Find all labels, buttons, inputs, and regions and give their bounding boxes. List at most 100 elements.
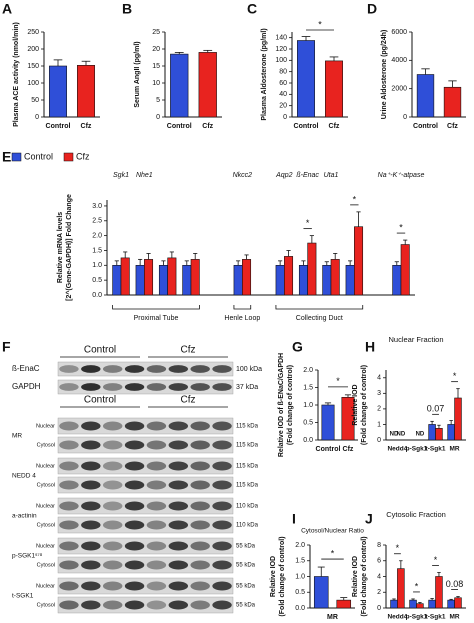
y-tick-label: 0 <box>283 114 287 121</box>
y-tick-label: 4000 <box>391 57 407 64</box>
y-axis-label: Plasma Aldosterone (pg/ml) <box>261 28 268 120</box>
y-tick-label: 0 <box>377 437 381 444</box>
panel-letter: H <box>365 339 375 355</box>
blot-band <box>146 560 167 570</box>
bar <box>336 599 352 609</box>
legend-swatch <box>11 152 22 162</box>
y-tick-label: 2.5 <box>92 218 102 225</box>
y-tick-label: 4 <box>377 573 381 580</box>
bar <box>435 428 443 441</box>
blot-band <box>59 541 79 551</box>
y-tick-label: 0 <box>403 114 407 121</box>
blot-band <box>190 365 210 373</box>
blot-band <box>212 365 232 373</box>
blot-band <box>190 480 210 490</box>
blot-band <box>81 541 101 551</box>
blot-band <box>168 421 189 431</box>
significance-label: * <box>415 581 419 591</box>
blot-band <box>190 501 210 511</box>
y-axis-label: [2^(Gene-GAPDH)] Fold Change <box>65 194 73 301</box>
blot-band <box>146 520 167 530</box>
y-tick-label: 100 <box>275 57 287 64</box>
panel-letter: I <box>292 511 296 527</box>
kda-label: 100 kDa <box>236 366 262 373</box>
bar <box>392 265 402 296</box>
bar <box>190 259 200 296</box>
blot-band <box>146 383 167 391</box>
region-label: Collecting Duct <box>296 315 343 322</box>
panel-letter: D <box>367 1 377 17</box>
bar <box>325 60 343 118</box>
y-tick-label: 2 <box>377 406 381 413</box>
blot-band <box>212 541 232 551</box>
y-tick-label: 1.5 <box>303 384 313 391</box>
bar <box>447 599 455 609</box>
y-tick-label: 150 <box>27 63 39 70</box>
y-axis-label: Relative IOD <box>352 556 359 597</box>
x-tick-label: MR <box>450 614 460 621</box>
bar <box>428 599 436 609</box>
y-axis-label: Urine Aldosterone (pg/24h) <box>381 30 388 120</box>
blot-strip <box>57 361 234 377</box>
y-axis-label: Relative IOD <box>270 556 277 597</box>
x-tick-label: Cfz <box>343 446 354 453</box>
bar <box>275 265 285 296</box>
category-label: ß-Enac <box>296 172 319 179</box>
significance-label: * <box>396 543 400 553</box>
blot-label: ß-EnaC <box>12 364 40 373</box>
blot-band <box>102 365 123 373</box>
y-tick-label: 0.5 <box>92 277 102 284</box>
region-label: Proximal Tube <box>134 315 179 322</box>
blot-band <box>59 520 79 530</box>
blot-strip <box>57 457 234 475</box>
blot-band <box>124 383 145 391</box>
blot-band <box>190 520 210 530</box>
fraction-label: Cytosol <box>37 482 55 488</box>
x-tick-label: t-Sgk1 <box>426 614 446 621</box>
kda-label: 115 kDa <box>236 483 259 489</box>
significance-label: * <box>336 376 340 386</box>
blot-band <box>146 421 167 431</box>
kda-label: 110 kDa <box>236 523 259 529</box>
panel-letter: A <box>2 1 12 17</box>
protein-label: NEDD 4 <box>12 473 36 480</box>
x-tick-label: Control <box>413 123 438 130</box>
blot-group-label: Control <box>84 395 116 406</box>
blot-band <box>124 520 145 530</box>
chart-title: Nuclear Fraction <box>388 335 443 344</box>
value-label: ND <box>416 432 425 438</box>
y-tick-label: 0 <box>156 114 160 121</box>
fraction-label: Nuclear <box>36 463 55 469</box>
bar <box>454 397 462 441</box>
bar <box>416 74 435 118</box>
bar <box>242 259 252 296</box>
legend-swatch <box>63 152 74 162</box>
blot-strip <box>57 379 234 395</box>
bar <box>447 424 455 441</box>
category-label: Nhe1 <box>136 172 153 179</box>
blot-band <box>146 501 167 511</box>
bar <box>135 265 145 296</box>
blot-band <box>102 383 123 391</box>
blot-band <box>212 383 232 391</box>
significance-label: * <box>434 555 438 565</box>
blot-band <box>124 365 145 373</box>
y-tick-label: 0 <box>35 114 39 121</box>
blot-band <box>81 440 101 450</box>
x-axis-label: MR <box>327 614 338 621</box>
blot-band <box>59 480 79 490</box>
blot-band <box>124 560 145 570</box>
blot-band <box>212 480 232 490</box>
blot-band <box>102 440 123 450</box>
category-label: Na⁺-K⁺-atpase <box>378 172 425 179</box>
bar <box>416 603 424 609</box>
fraction-label: Nuclear <box>36 583 55 589</box>
x-tick-label: Cfz <box>447 123 458 130</box>
x-tick-label: Control <box>316 446 341 453</box>
blot-band <box>124 480 145 490</box>
y-tick-label: 5 <box>156 97 160 104</box>
y-tick-label: 1.0 <box>92 262 102 269</box>
blot-band <box>59 600 79 610</box>
bar <box>49 65 67 118</box>
blot-strip <box>57 417 234 435</box>
